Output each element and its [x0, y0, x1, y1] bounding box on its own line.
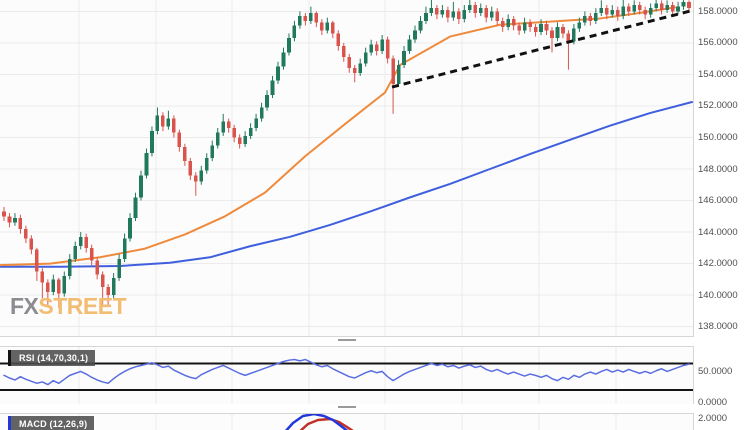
rsi-pane[interactable]: RSI (14,70,30,1): [0, 346, 694, 408]
axis-tick-label: 152.0000: [698, 100, 738, 112]
rsi-plot: [0, 347, 693, 407]
axis-tick-label: 148.0000: [698, 163, 738, 175]
axis-tick-label: 144.0000: [698, 226, 738, 238]
macd-plot: [78, 414, 617, 430]
axis-tick-label: 146.0000: [698, 195, 738, 207]
axis-tick-label: 142.0000: [698, 258, 738, 270]
axis-tick-label: 0.0000: [698, 396, 728, 408]
macd-label-strip: [8, 416, 11, 430]
axis-tick-label: 150.0000: [698, 131, 738, 143]
fxstreet-watermark: FXSTREET: [10, 293, 127, 320]
price-axis[interactable]: 158.0000 156.0000 154.0000 152.0000 150.0000…: [694, 0, 750, 430]
macd-pane[interactable]: MACD (12,26,9): [0, 413, 694, 430]
axis-tick-label: 140.0000: [698, 289, 738, 301]
axis-tick-label: 138.0000: [698, 321, 738, 333]
pane-divider-rsi-macd[interactable]: [0, 404, 694, 415]
axis-tick-label: 154.0000: [698, 68, 738, 80]
axis-tick-label: 158.0000: [698, 5, 738, 17]
main-price-pane[interactable]: FXSTREET: [0, 0, 694, 337]
watermark-fx: FX: [10, 293, 39, 319]
axis-tick-label: 50.0000: [698, 365, 733, 377]
candlestick-plot: [0, 0, 693, 336]
rsi-label[interactable]: RSI (14,70,30,1): [8, 350, 96, 366]
rsi-label-text: RSI (14,70,30,1): [11, 350, 96, 366]
macd-label-text: MACD (12,26,9): [11, 416, 95, 430]
macd-label[interactable]: MACD (12,26,9): [8, 416, 95, 430]
rsi-label-strip: [8, 350, 11, 366]
axis-tick-label: 2.0000: [698, 412, 728, 424]
pane-divider-main-rsi[interactable]: [0, 337, 694, 348]
axis-tick-label: 156.0000: [698, 37, 738, 49]
watermark-street: STREET: [38, 293, 127, 319]
